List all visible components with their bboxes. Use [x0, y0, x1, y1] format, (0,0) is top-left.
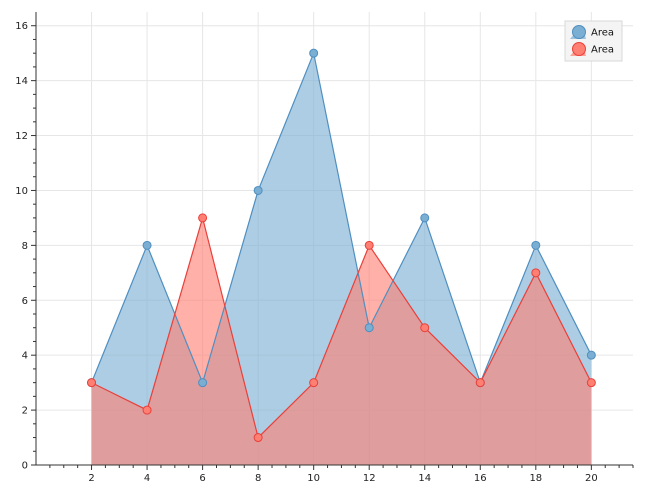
x-tick-label: 8 — [255, 473, 261, 484]
x-tick-label: 12 — [363, 473, 376, 484]
axes: 0 2 4 6 8 10 12 14 16 2 4 6 8 10 12 14 16 18 20 — [15, 12, 634, 484]
series-1-point — [364, 323, 374, 333]
series-2-point — [198, 213, 208, 223]
series-2-point — [364, 240, 374, 250]
y-tick-label: 8 — [22, 241, 28, 252]
series-2-point — [531, 268, 541, 278]
series-2-point — [142, 405, 152, 415]
y-tick-label: 10 — [15, 186, 28, 197]
series-2-point — [420, 323, 430, 333]
y-tick-label: 16 — [15, 21, 28, 32]
series-1-point — [586, 350, 596, 360]
legend-marker-1 — [572, 25, 586, 39]
series-points — [87, 48, 596, 443]
legend-marker-2 — [572, 42, 586, 56]
series-1-point — [253, 185, 263, 195]
series-2-point — [87, 378, 97, 388]
series-2-point — [253, 433, 263, 443]
series-2-point — [475, 378, 485, 388]
y-tick-label: 6 — [22, 296, 28, 307]
x-tick-label: 16 — [474, 473, 487, 484]
series-2-line — [91, 215, 592, 439]
y-tick-label: 2 — [22, 406, 28, 417]
y-tick-label: 0 — [22, 461, 28, 472]
series-lines — [90, 51, 592, 439]
series-1-point — [198, 378, 208, 388]
legend-label-2: Area — [591, 45, 614, 56]
x-tick-label: 14 — [418, 473, 431, 484]
series-1-point — [420, 213, 430, 223]
series-areas — [91, 53, 592, 465]
legend: Area Area — [564, 20, 623, 62]
x-tick-label: 20 — [585, 473, 598, 484]
y-tick-label: 4 — [22, 351, 28, 362]
x-tick-label: 18 — [529, 473, 542, 484]
series-2-area — [91, 217, 592, 465]
series-2-point — [586, 378, 596, 388]
x-tick-label: 10 — [307, 473, 320, 484]
series-1-point — [309, 48, 319, 58]
series-1-point — [531, 240, 541, 250]
legend-label-1: Area — [591, 28, 614, 39]
y-tick-label: 14 — [15, 76, 28, 87]
x-tick-label: 4 — [144, 473, 150, 484]
x-tick-label: 6 — [199, 473, 205, 484]
x-tick-label: 2 — [88, 473, 94, 484]
series-2-point — [309, 378, 319, 388]
y-tick-label: 12 — [15, 131, 28, 142]
series-1-point — [142, 240, 152, 250]
